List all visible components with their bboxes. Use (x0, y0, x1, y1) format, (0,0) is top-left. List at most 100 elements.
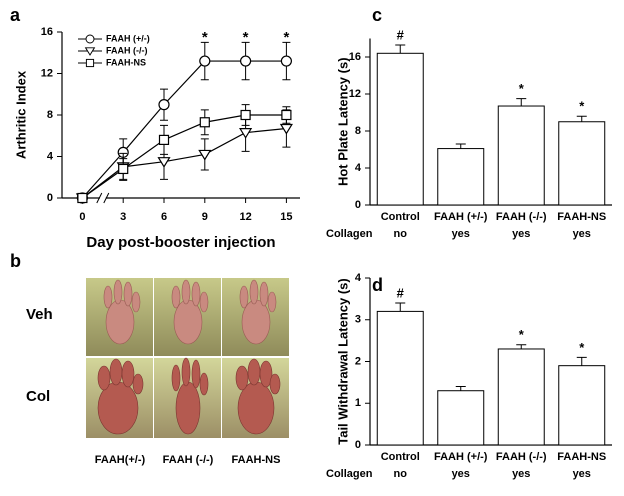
collagen-label: Collagen (326, 228, 373, 240)
legend-marker (85, 58, 95, 68)
point (157, 157, 171, 168)
y-tick-label: 0 (355, 439, 361, 451)
error-bar (395, 44, 406, 54)
y-axis-title: Hot Plate Latency (s) (335, 57, 350, 186)
panel-letter: d (372, 275, 383, 295)
annotation: * (243, 29, 249, 46)
legend-marker (84, 47, 96, 56)
x-tick-label: 3 (120, 211, 126, 223)
y-axis-title: Tail Withdrawal Latency (s) (335, 278, 350, 445)
panel-letter: a (10, 5, 21, 25)
bar (558, 121, 606, 206)
x-tick-label: FAAH-NS (557, 211, 606, 223)
y-tick-label: 3 (355, 314, 361, 326)
significance-marker: * (579, 340, 585, 355)
bar (558, 365, 606, 446)
point (240, 55, 252, 67)
legend-label: FAAH (-/-) (106, 45, 148, 55)
point (198, 149, 212, 161)
bar (376, 310, 424, 446)
x-tick-label: FAAH (+/-) (434, 211, 488, 223)
significance-marker: # (397, 285, 405, 300)
point (77, 192, 88, 204)
x-tick-label: 6 (161, 211, 167, 223)
bar (497, 105, 545, 206)
y-tick-label: 4 (355, 162, 362, 174)
y-tick-label: 16 (41, 26, 53, 38)
collagen-value: yes (452, 228, 470, 240)
panel-letter: b (10, 251, 21, 271)
legend-label: FAAH-NS (106, 57, 146, 67)
collagen-value: yes (512, 468, 530, 480)
y-tick-label: 4 (47, 150, 54, 162)
y-tick-label: 12 (41, 67, 53, 79)
y-tick-label: 0 (355, 199, 361, 211)
point (199, 117, 210, 128)
y-tick-label: 8 (355, 125, 361, 137)
point (280, 55, 292, 67)
x-tick-label: FAAH (+/-) (434, 451, 488, 463)
error-bar (455, 143, 466, 149)
series-line (81, 60, 287, 199)
error-bar (576, 115, 587, 122)
collagen-value: yes (452, 468, 470, 480)
column-label: FAAH (-/-) (163, 454, 214, 466)
x-tick-label: Control (381, 451, 420, 463)
y-axis-title: Arthritic Index (13, 70, 28, 159)
point (281, 109, 292, 121)
annotation: * (283, 29, 289, 46)
annotation: * (202, 29, 208, 46)
row-label: Veh (26, 306, 53, 323)
x-tick-label: Control (381, 211, 420, 223)
legend-marker (85, 34, 95, 44)
point (199, 55, 211, 67)
collagen-value: no (394, 228, 408, 240)
y-tick-label: 0 (47, 192, 53, 204)
significance-marker: * (519, 327, 525, 342)
panel-letter: c (372, 5, 382, 25)
row-label: Col (26, 388, 50, 405)
bar (437, 390, 485, 446)
point (279, 123, 293, 135)
y-tick-label: 8 (47, 109, 53, 121)
collagen-value: no (394, 468, 408, 480)
collagen-value: yes (512, 228, 530, 240)
series-line (82, 114, 287, 199)
significance-marker: * (579, 99, 585, 114)
axis-break (96, 192, 110, 204)
x-tick-label: FAAH (-/-) (496, 451, 547, 463)
y-tick-label: 2 (355, 355, 361, 367)
x-tick-label: 9 (202, 211, 208, 223)
bar (376, 52, 424, 206)
point (240, 109, 251, 121)
column-label: FAAH(+/-) (95, 454, 146, 466)
column-label: FAAH-NS (232, 454, 281, 466)
error-bar (395, 302, 406, 312)
x-axis-title: Day post-booster injection (86, 234, 275, 251)
x-tick-label: FAAH-NS (557, 451, 606, 463)
point (158, 99, 170, 111)
error-bar (455, 386, 466, 391)
error-bar (576, 356, 587, 366)
error-bar (516, 344, 527, 349)
significance-marker: # (397, 27, 405, 42)
bar (437, 148, 485, 206)
collagen-value: yes (573, 468, 591, 480)
error-bar (516, 98, 527, 107)
x-tick-label: 12 (239, 211, 251, 223)
photos (86, 278, 289, 438)
bar (497, 348, 545, 446)
x-tick-label: 0 (79, 211, 85, 223)
significance-marker: * (519, 81, 525, 96)
x-tick-label: 15 (280, 211, 292, 223)
y-tick-label: 1 (355, 397, 361, 409)
y-tick-label: 16 (349, 51, 361, 63)
point (158, 134, 170, 145)
y-tick-label: 12 (349, 88, 361, 100)
point (118, 163, 129, 175)
point (239, 128, 253, 139)
y-tick-label: 4 (355, 272, 362, 284)
collagen-value: yes (573, 228, 591, 240)
collagen-label: Collagen (326, 468, 373, 480)
